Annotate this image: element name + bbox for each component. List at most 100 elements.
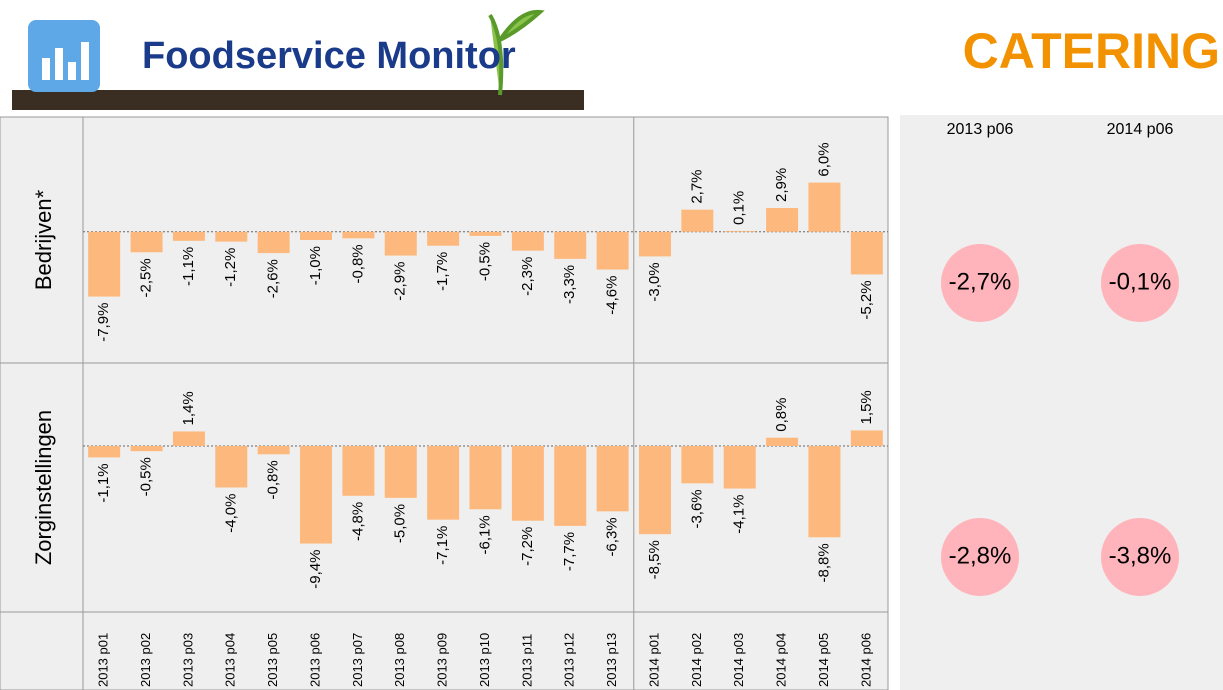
x-tick-label: 2014 p06	[858, 633, 873, 687]
bar	[300, 231, 333, 240]
bar	[427, 231, 460, 246]
bar	[638, 446, 671, 535]
x-tick-label: 2014 p04	[774, 633, 789, 687]
x-tick-label: 2014 p01	[646, 633, 661, 687]
value-label: 1,5%	[858, 390, 875, 424]
value-label: 0,1%	[731, 191, 748, 225]
x-tick-label: 2013 p10	[477, 633, 492, 687]
x-tick-label: 2013 p09	[435, 633, 450, 687]
logo-text: Foodservice Monitor	[142, 35, 516, 77]
value-label: -2,6%	[265, 259, 282, 298]
bar	[172, 431, 205, 446]
summary-column: 2014 p06	[1107, 121, 1174, 138]
value-label: 0,8%	[773, 397, 790, 431]
value-label: -9,4%	[307, 550, 324, 589]
value-label: -7,2%	[519, 527, 536, 566]
x-tick-label: 2013 p08	[392, 633, 407, 687]
value-label: -4,6%	[604, 276, 621, 315]
value-label: -1,1%	[95, 463, 112, 502]
bar	[596, 231, 629, 270]
bar	[723, 230, 756, 232]
bar	[130, 446, 163, 452]
value-label: -1,7%	[434, 252, 451, 291]
x-tick-label: 2013 p12	[562, 633, 577, 687]
bar	[427, 446, 460, 520]
x-tick-label: 2013 p06	[307, 633, 322, 687]
x-tick-label: 2014 p02	[689, 633, 704, 687]
value-label: -8,5%	[646, 540, 663, 579]
x-tick-label: 2013 p01	[96, 633, 111, 687]
bar	[384, 446, 417, 498]
x-tick-label: 2014 p05	[816, 633, 831, 687]
bar	[384, 231, 417, 256]
bar	[808, 446, 841, 538]
bar	[511, 231, 544, 251]
value-label: -6,1%	[476, 515, 493, 554]
icon-bar	[42, 58, 50, 80]
bar	[681, 446, 714, 484]
value-label: -3,3%	[561, 265, 578, 304]
bar	[723, 446, 756, 489]
bar	[469, 446, 502, 510]
value-label: -1,2%	[222, 248, 239, 287]
bar	[766, 437, 799, 446]
summary-circle	[1101, 518, 1179, 596]
value-label: -6,3%	[604, 517, 621, 556]
value-label: 6,0%	[815, 142, 832, 176]
value-label: -0,8%	[349, 244, 366, 283]
bar	[850, 231, 883, 275]
value-label: -0,5%	[138, 457, 155, 496]
bar	[257, 446, 290, 455]
soil	[12, 90, 584, 110]
summary-circle	[941, 518, 1019, 596]
logo-icon	[28, 20, 100, 92]
bar	[342, 446, 375, 496]
bar	[596, 446, 629, 512]
icon-bar	[55, 48, 63, 80]
value-label: 1,4%	[180, 391, 197, 425]
bar	[342, 231, 375, 239]
bar	[808, 182, 841, 232]
summary-circle	[941, 244, 1019, 322]
icon-bar	[68, 62, 76, 80]
value-label: -4,1%	[731, 495, 748, 534]
x-tick-label: 2013 p04	[223, 633, 238, 687]
bar	[469, 231, 502, 236]
logo: Foodservice Monitor	[12, 9, 584, 110]
value-label: -3,6%	[688, 489, 705, 528]
value-label: -7,1%	[434, 526, 451, 565]
value-label: -7,7%	[561, 532, 578, 571]
value-label: -7,9%	[95, 303, 112, 342]
x-tick-label: 2013 p11	[519, 634, 534, 687]
x-tick-label: 2013 p07	[350, 633, 365, 687]
bar	[257, 231, 290, 254]
x-tick-label: 2013 p13	[604, 633, 619, 687]
summary-circle	[1101, 244, 1179, 322]
value-label: -4,8%	[349, 502, 366, 541]
bar	[511, 446, 544, 521]
bar	[215, 446, 248, 488]
value-label: -2,9%	[392, 262, 409, 301]
value-label: -3,0%	[646, 262, 663, 301]
bar	[638, 231, 671, 257]
value-label: -2,3%	[519, 257, 536, 296]
summary-value: -2,8%	[949, 542, 1012, 569]
bar	[554, 446, 587, 526]
icon-bar	[81, 42, 89, 80]
sprout	[488, 9, 545, 96]
bar	[215, 231, 248, 242]
bar	[88, 231, 121, 297]
bar	[850, 430, 883, 446]
page-title: CATERING	[963, 23, 1220, 79]
value-label: -1,0%	[307, 246, 324, 285]
summary-value: -3,8%	[1109, 542, 1172, 569]
value-label: -5,2%	[858, 280, 875, 319]
x-tick-label: 2013 p05	[265, 633, 280, 687]
x-tick-label: 2013 p03	[180, 633, 195, 687]
value-label: -1,1%	[180, 247, 197, 286]
bar	[766, 208, 799, 232]
value-label: -0,8%	[265, 460, 282, 499]
value-label: 2,7%	[688, 169, 705, 203]
value-label: -8,8%	[815, 543, 832, 582]
